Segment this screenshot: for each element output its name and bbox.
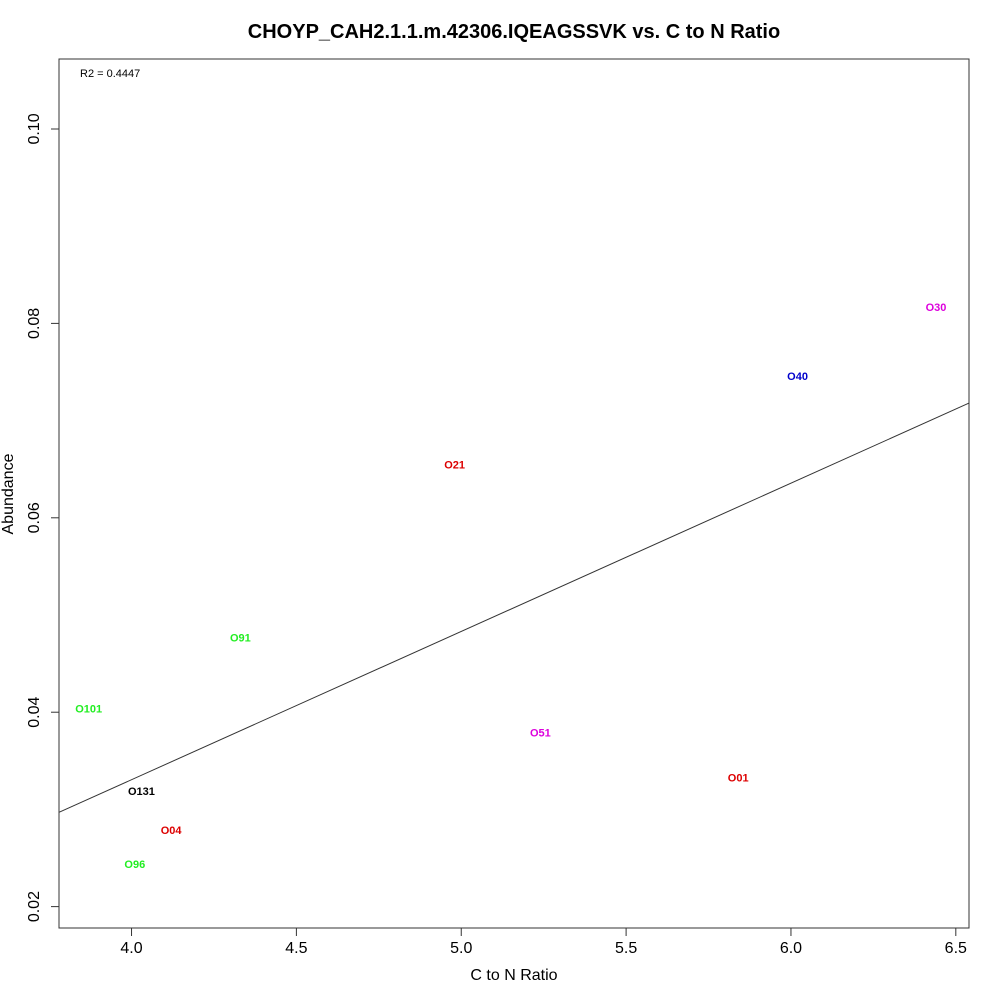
- point-label-o40: O40: [787, 371, 808, 383]
- point-label-o01: O01: [728, 772, 749, 784]
- plot-frame: [58, 58, 970, 929]
- x-axis: 4.0 4.5 5.0 5.5 6.0 6.5: [120, 928, 967, 957]
- point-label-o101: O101: [75, 703, 102, 715]
- chart-title: CHOYP_CAH2.1.1.m.42306.IQEAGSSVK vs. C t…: [248, 21, 780, 43]
- y-tick-label: 0.04: [26, 697, 43, 728]
- x-tick-label: 5.0: [450, 940, 472, 957]
- x-tick-label: 6.5: [945, 940, 967, 957]
- y-axis-label: Abundance: [0, 453, 17, 534]
- point-label-o91: O91: [230, 632, 251, 644]
- y-tick-label: 0.06: [26, 502, 43, 533]
- x-axis-label: C to N Ratio: [470, 967, 557, 984]
- y-axis: 0.02 0.04 0.06 0.08 0.10: [26, 113, 59, 922]
- x-tick-label: 6.0: [780, 940, 802, 957]
- point-label-o51: O51: [530, 728, 551, 740]
- point-label-o131: O131: [128, 786, 155, 798]
- r2-annotation: R2 = 0.4447: [80, 68, 140, 80]
- y-tick-label: 0.08: [26, 308, 43, 339]
- point-label-o21: O21: [444, 459, 465, 471]
- data-points: O30 O40 O21 O91 O101 O51 O01 O131 O04 O96: [75, 302, 946, 871]
- point-label-o96: O96: [124, 859, 145, 871]
- x-tick-label: 4.0: [120, 940, 142, 957]
- y-tick-label: 0.10: [26, 113, 43, 144]
- x-tick-label: 4.5: [285, 940, 307, 957]
- y-tick-label: 0.02: [26, 891, 43, 922]
- x-tick-label: 5.5: [615, 940, 637, 957]
- point-label-o04: O04: [161, 825, 183, 837]
- regression-line: [58, 402, 970, 813]
- point-label-o30: O30: [926, 302, 947, 314]
